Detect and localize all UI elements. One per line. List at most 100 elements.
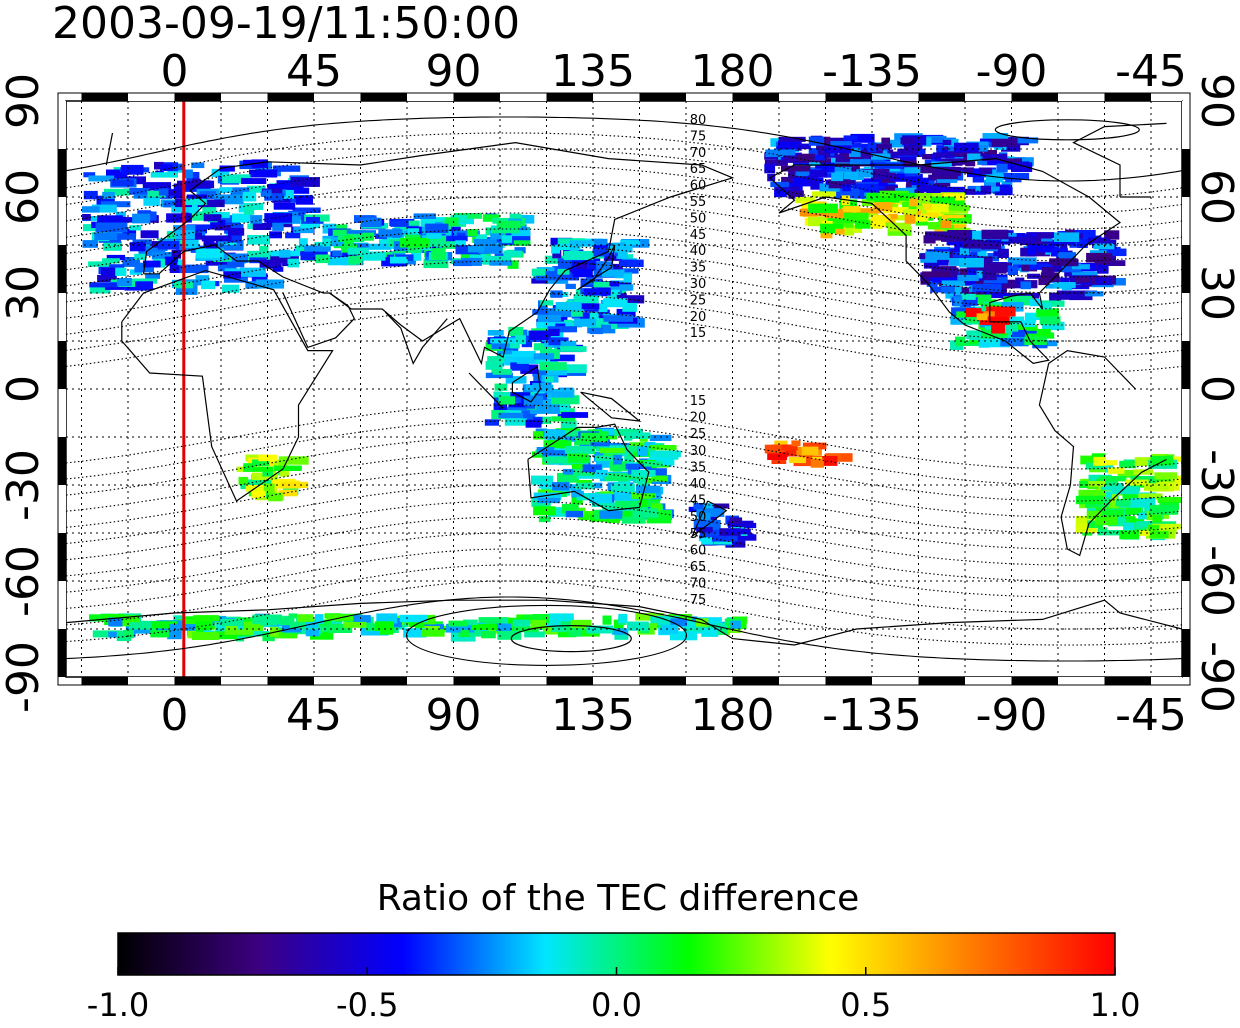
data-cell (531, 475, 554, 485)
data-cell (616, 268, 639, 274)
data-cell (453, 230, 480, 237)
data-cell (510, 362, 529, 371)
data-cell (616, 308, 636, 317)
data-cell (512, 350, 536, 357)
data-cell (576, 262, 587, 271)
data-cell (417, 240, 445, 247)
data-cell (1041, 267, 1055, 274)
data-cell (268, 492, 283, 502)
data-cell (561, 503, 579, 514)
data-cell (498, 412, 524, 419)
magnetic-latitude-label: 35 (690, 261, 707, 276)
data-cell (600, 448, 625, 454)
data-cell (622, 516, 646, 524)
data-cell (521, 340, 533, 348)
data-cell (203, 214, 222, 222)
y-tick-label-left: 30 (0, 265, 49, 321)
data-cell (446, 623, 475, 633)
data-cell (455, 245, 479, 255)
data-cell (795, 196, 815, 204)
coastline (1038, 349, 1167, 557)
data-cell (1011, 162, 1033, 172)
axes-layer: 0045459090135135180180-135-135-90-90-45-… (0, 46, 1240, 741)
data-cell (151, 621, 178, 629)
data-cell (1029, 298, 1042, 307)
data-cell (191, 632, 219, 640)
data-cell (453, 213, 482, 219)
data-cell (160, 164, 173, 171)
data-cell (615, 500, 639, 509)
data-cell (900, 137, 915, 145)
data-cell (111, 229, 137, 237)
data-cell (824, 145, 852, 154)
data-cell (866, 192, 880, 201)
data-cell (957, 274, 979, 282)
data-cell (992, 169, 1005, 176)
data-cell (185, 239, 199, 249)
data-cell (820, 223, 844, 234)
data-cell (195, 619, 213, 629)
data-cell (520, 364, 539, 374)
data-cell (390, 256, 408, 264)
data-cell (923, 259, 939, 269)
data-cell (1000, 337, 1029, 347)
data-cell (557, 364, 587, 374)
data-cell (965, 236, 984, 246)
data-cell (947, 151, 973, 157)
data-cell (872, 143, 892, 149)
data-cell (482, 255, 512, 265)
coastline (282, 292, 356, 349)
data-cell (808, 216, 830, 227)
data-cell (106, 169, 128, 180)
data-cell (250, 630, 269, 637)
magnetic-latitude-label: 20 (690, 411, 707, 426)
data-cell (205, 242, 216, 253)
data-cell (1079, 480, 1089, 489)
data-cell (305, 217, 320, 223)
data-cell (455, 240, 466, 249)
data-cell (801, 446, 819, 455)
data-cell (637, 504, 648, 512)
data-cell (572, 269, 593, 278)
data-cell (329, 224, 348, 231)
y-tick-label-right: -90 (1191, 641, 1240, 713)
data-cell (940, 220, 952, 229)
magnetic-latitude-label: 70 (690, 146, 707, 161)
data-cell (765, 149, 796, 158)
data-cell (358, 251, 386, 261)
data-cell (802, 442, 827, 450)
data-cell (271, 628, 298, 639)
data-cell (557, 243, 581, 251)
data-cell (117, 278, 132, 287)
data-cell (915, 218, 929, 226)
data-cell (949, 205, 970, 211)
data-cell (501, 235, 512, 243)
data-cell (548, 328, 560, 336)
data-cell (476, 244, 503, 254)
magnetic-latitude-label: 70 (690, 577, 707, 592)
magnetic-latitude-label: 35 (690, 460, 707, 475)
magnetic-latitude-contour (66, 436, 1182, 502)
data-cell (123, 629, 134, 639)
data-region (764, 440, 853, 468)
data-cell (712, 535, 738, 542)
data-cell (221, 215, 234, 223)
data-cell (224, 629, 254, 635)
data-cell (1115, 499, 1133, 507)
magnetic-latitude-contour (66, 596, 1182, 662)
data-cell (89, 285, 111, 294)
data-cell (982, 270, 997, 281)
data-cell (163, 200, 176, 208)
data-cell (1097, 264, 1109, 274)
magnetic-latitude-contour (66, 244, 1182, 310)
data-cell (399, 614, 428, 623)
data-cell (967, 153, 981, 162)
data-cell (453, 259, 472, 267)
data-cell (964, 294, 992, 304)
data-cell (1039, 302, 1052, 310)
data-cell (985, 174, 1004, 183)
data-cell (217, 264, 237, 272)
data-cell (251, 159, 268, 168)
magnetic-latitude-contour (66, 116, 1182, 182)
data-cell (219, 165, 235, 172)
